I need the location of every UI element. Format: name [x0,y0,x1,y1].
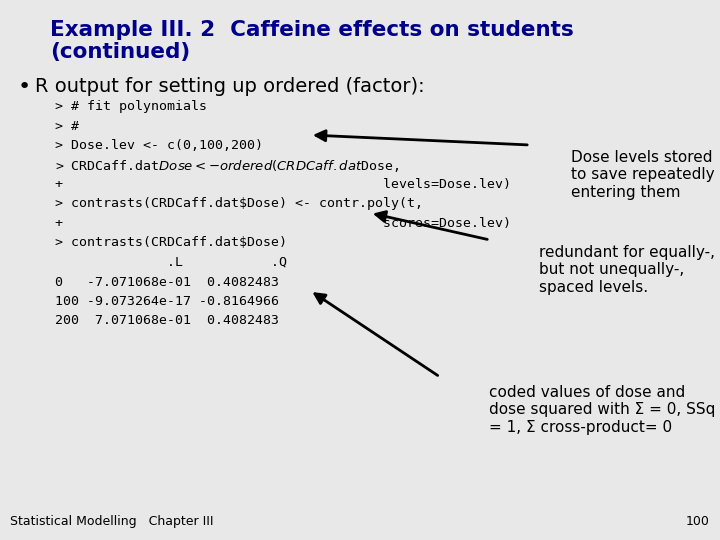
Text: > Dose.lev <- c(0,100,200): > Dose.lev <- c(0,100,200) [55,139,263,152]
Text: (continued): (continued) [50,42,190,62]
Text: •: • [18,77,31,97]
Text: coded values of dose and
dose squared with Σ = 0, SSq
= 1, Σ cross-product= 0: coded values of dose and dose squared wi… [489,385,715,435]
Text: Dose levels stored
to save repeatedly
entering them: Dose levels stored to save repeatedly en… [572,150,715,200]
Text: > CRDCaff.dat$Dose <- ordered(CRDCaff.dat$Dose,: > CRDCaff.dat$Dose <- ordered(CRDCaff.da… [55,159,400,174]
Text: > # fit polynomials: > # fit polynomials [55,100,207,113]
Text: 0   -7.071068e-01  0.4082483: 0 -7.071068e-01 0.4082483 [55,275,279,288]
Text: Statistical Modelling   Chapter III: Statistical Modelling Chapter III [10,515,214,528]
Text: 100 -9.073264e-17 -0.8164966: 100 -9.073264e-17 -0.8164966 [55,295,279,308]
Text: R output for setting up ordered (factor):: R output for setting up ordered (factor)… [35,77,425,96]
Text: redundant for equally-,
but not unequally-,
spaced levels.: redundant for equally-, but not unequall… [539,245,715,295]
Text: 100: 100 [686,515,710,528]
Text: > contrasts(CRDCaff.dat$Dose): > contrasts(CRDCaff.dat$Dose) [55,237,287,249]
Text: +                                        levels=Dose.lev): + levels=Dose.lev) [55,178,511,191]
Text: > #: > # [55,119,79,132]
Text: Example III. 2  Caffeine effects on students: Example III. 2 Caffeine effects on stude… [50,20,574,40]
Text: +                                        scores=Dose.lev): + scores=Dose.lev) [55,217,511,230]
Text: .L           .Q: .L .Q [55,256,287,269]
Text: > contrasts(CRDCaff.dat$Dose) <- contr.poly(t,: > contrasts(CRDCaff.dat$Dose) <- contr.p… [55,198,423,211]
Text: 200  7.071068e-01  0.4082483: 200 7.071068e-01 0.4082483 [55,314,279,327]
